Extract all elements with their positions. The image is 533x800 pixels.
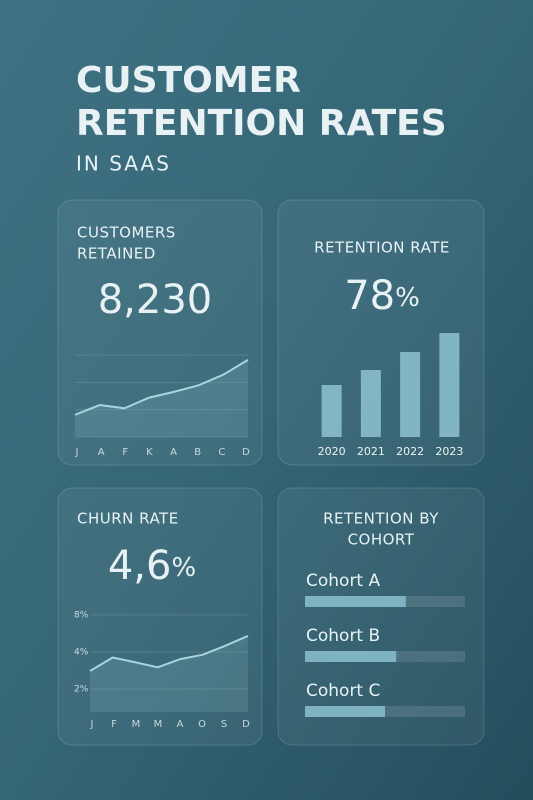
kpi-unit: % [395, 283, 420, 313]
x-tick-label: J [75, 447, 79, 458]
x-tick-label: F [122, 447, 128, 458]
x-tick-label: D [242, 447, 250, 458]
x-tick-label: D [242, 719, 250, 730]
x-tick-label: C [218, 447, 225, 458]
kpi-value: 4,6 [108, 543, 172, 589]
card-title: RETENTION BY [323, 510, 439, 528]
bar [360, 370, 381, 437]
x-tick-label: 2022 [396, 445, 424, 458]
y-tick-label: 4% [74, 647, 89, 657]
title-line: CUSTOMER [76, 60, 301, 101]
category-label: Cohort A [306, 571, 381, 591]
kpi-unit: % [171, 553, 196, 583]
bar [400, 352, 421, 437]
bar [439, 333, 460, 437]
x-tick-label: S [221, 719, 227, 730]
card-title: CHURN RATE [77, 510, 179, 528]
bar [305, 706, 385, 717]
kpi-value: 78 [344, 273, 395, 319]
subtitle: IN SAAS [76, 152, 171, 176]
area [75, 359, 248, 437]
kpi-value: 8,230 [98, 277, 213, 323]
x-tick-label: B [194, 447, 201, 458]
bar [321, 385, 342, 437]
y-tick-label: 2% [74, 684, 89, 694]
line [74, 359, 249, 416]
card-title: COHORT [348, 531, 415, 549]
card-title: RETENTION RATE [314, 239, 450, 257]
category-label: Cohort C [306, 681, 380, 701]
card [57, 199, 263, 466]
card [57, 487, 263, 746]
bar [305, 651, 397, 662]
x-tick-label: M [154, 719, 163, 730]
y-tick-label: 8% [74, 610, 89, 620]
x-tick-label: O [198, 719, 206, 730]
card-title: CUSTOMERS [77, 224, 176, 242]
card [277, 487, 485, 746]
x-tick-label: A [177, 719, 184, 730]
x-tick-label: 2023 [435, 445, 463, 458]
x-tick-label: J [90, 719, 94, 730]
line [89, 635, 249, 672]
bar [305, 596, 406, 607]
card-title: RETAINED [77, 245, 156, 263]
x-tick-label: M [132, 719, 141, 730]
x-tick-label: A [170, 447, 177, 458]
kpi: 8,230 [98, 277, 213, 323]
x-tick-label: K [146, 447, 153, 458]
title-line: RETENTION RATES [76, 103, 447, 144]
area [90, 635, 248, 712]
x-tick-label: 2021 [357, 445, 385, 458]
x-tick-label: 2020 [318, 445, 346, 458]
x-tick-label: F [111, 719, 117, 730]
category-label: Cohort B [306, 626, 380, 646]
x-tick-label: A [98, 447, 105, 458]
kpi: 78% [344, 273, 420, 319]
kpi: 4,6% [108, 543, 196, 589]
